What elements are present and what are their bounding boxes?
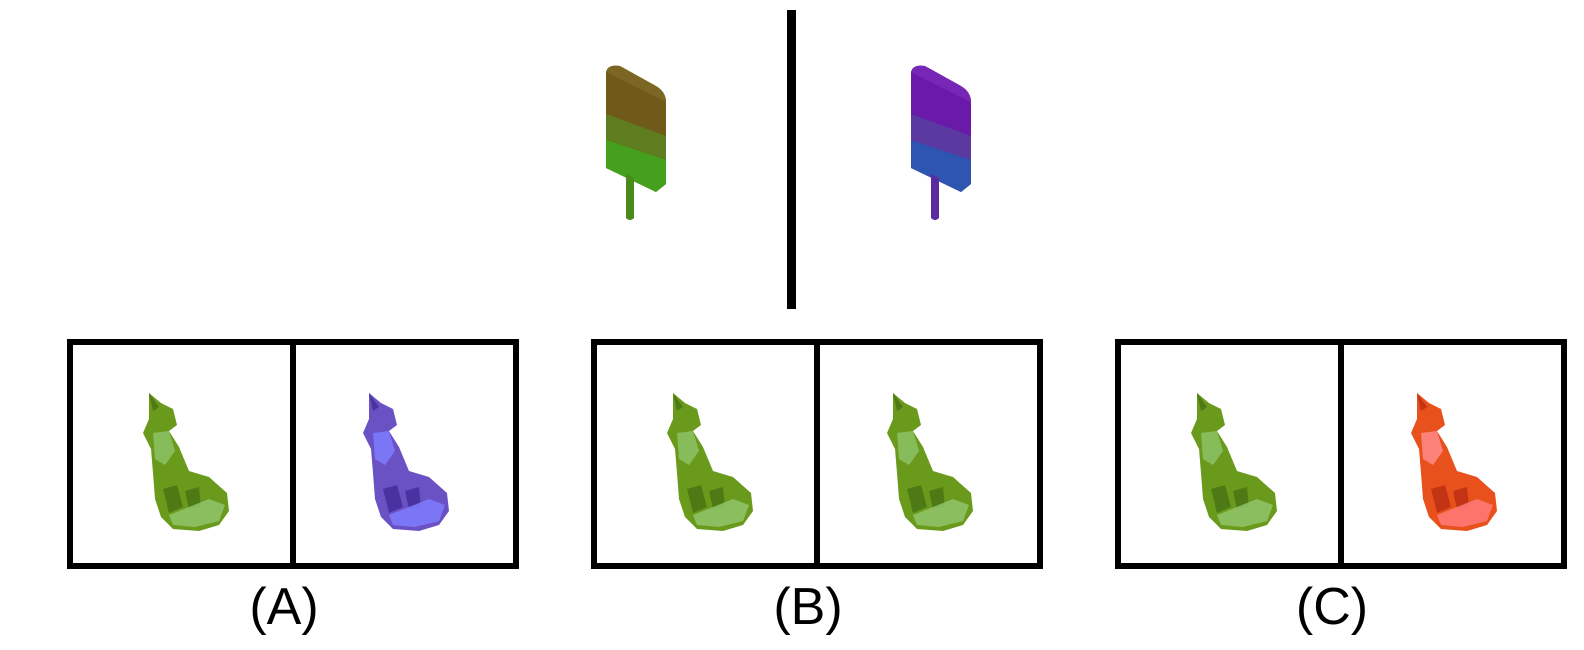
fox-green-image [667, 393, 753, 531]
popsicle-target-image [911, 65, 971, 220]
fox-purple-image [363, 393, 449, 531]
option-c-divider [1338, 345, 1344, 563]
fox-green-image [143, 393, 229, 531]
example-divider [787, 10, 796, 309]
fox-red-image [1411, 393, 1497, 531]
fox-green-image [1191, 393, 1277, 531]
fox-green-image [887, 393, 973, 531]
option-c-label[interactable]: (C) [1295, 578, 1369, 636]
option-c-box[interactable] [1115, 339, 1567, 569]
option-b-divider [814, 345, 820, 563]
option-a-label[interactable]: (A) [249, 578, 319, 636]
option-b-label[interactable]: (B) [773, 578, 843, 636]
popsicle-source-image [606, 65, 666, 220]
option-b-box[interactable] [591, 339, 1043, 569]
option-a-divider [290, 345, 296, 563]
option-a-box[interactable] [67, 339, 519, 569]
